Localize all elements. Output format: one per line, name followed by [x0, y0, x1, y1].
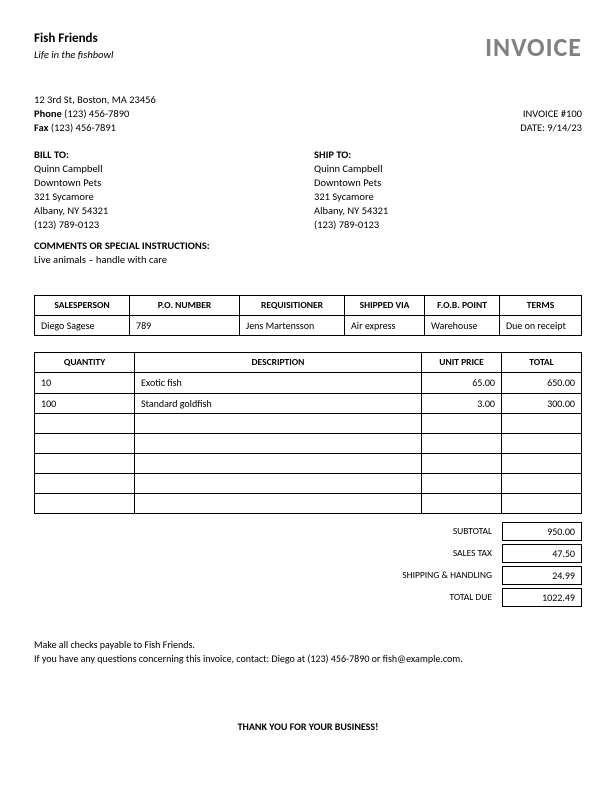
footer-line1: Make all checks payable to Fish Friends. [34, 638, 582, 652]
ship-to-title: SHIP TO: [314, 148, 582, 162]
ship-to-company: Downtown Pets [314, 176, 582, 190]
item-unit: 65.00 [422, 373, 502, 394]
td-shipped: Air express [345, 315, 425, 336]
ship-to-street: 321 Sycamore [314, 190, 582, 204]
td-salesperson: Diego Sagese [35, 315, 130, 336]
comments-block: COMMENTS OR SPECIAL INSTRUCTIONS: Live a… [34, 239, 582, 267]
footer-line2: If you have any questions concerning thi… [34, 652, 582, 666]
item-row: 10 Exotic fish 65.00 650.00 [35, 373, 582, 394]
th-shipped: SHIPPED VIA [345, 295, 425, 315]
ship-to-city: Albany, NY 54321 [314, 204, 582, 218]
tax-label: SALES TAX [372, 547, 502, 560]
ship-to-block: SHIP TO: Quinn Campbell Downtown Pets 32… [314, 148, 582, 233]
th-qty: QUANTITY [35, 353, 135, 373]
tax-value: 47.50 [502, 544, 582, 564]
company-tagline: Life in the fishbowl [34, 48, 113, 62]
bill-to-street: 321 Sycamore [34, 190, 314, 204]
item-total: 650.00 [502, 373, 582, 394]
item-qty: 100 [35, 393, 135, 414]
th-unit: UNIT PRICE [422, 353, 502, 373]
item-desc: Exotic fish [135, 373, 422, 394]
ship-to-name: Quinn Campbell [314, 162, 582, 176]
invoice-title: INVOICE [485, 30, 582, 65]
td-req: Jens Martensson [240, 315, 345, 336]
empty-row [35, 434, 582, 454]
empty-row [35, 414, 582, 434]
th-salesperson: SALESPERSON [35, 295, 130, 315]
td-po: 789 [130, 315, 240, 336]
subtotal-value: 950.00 [502, 522, 582, 542]
th-req: REQUISITIONER [240, 295, 345, 315]
invoice-meta: INVOICE #100 DATE: 9/14/23 [520, 107, 582, 135]
td-fob: Warehouse [425, 315, 500, 336]
invoice-date: DATE: 9/14/23 [520, 121, 582, 135]
items-table: QUANTITY DESCRIPTION UNIT PRICE TOTAL 10… [34, 352, 582, 514]
company-name: Fish Friends [34, 30, 113, 48]
th-desc: DESCRIPTION [135, 353, 422, 373]
from-address: 12 3rd St, Boston, MA 23456 Phone (123) … [34, 93, 156, 136]
th-po: P.O. NUMBER [130, 295, 240, 315]
empty-row [35, 474, 582, 494]
order-info-table: SALESPERSON P.O. NUMBER REQUISITIONER SH… [34, 295, 582, 336]
bill-to-title: BILL TO: [34, 148, 314, 162]
bill-to-block: BILL TO: Quinn Campbell Downtown Pets 32… [34, 148, 314, 233]
shipping-value: 24.99 [502, 566, 582, 586]
item-row: 100 Standard goldfish 3.00 300.00 [35, 393, 582, 414]
bill-to-city: Albany, NY 54321 [34, 204, 314, 218]
from-phone-line: Phone (123) 456-7890 [34, 107, 156, 121]
from-street: 12 3rd St, Boston, MA 23456 [34, 93, 156, 107]
bill-to-phone: (123) 789-0123 [34, 218, 314, 232]
item-desc: Standard goldfish [135, 393, 422, 414]
totaldue-label: TOTAL DUE [372, 591, 502, 604]
from-fax-line: Fax (123) 456-7891 [34, 121, 156, 135]
shipping-label: SHIPPING & HANDLING [372, 569, 502, 582]
td-terms: Due on receipt [500, 315, 582, 336]
footer-text: Make all checks payable to Fish Friends.… [34, 638, 582, 665]
comments-text: Live animals – handle with care [34, 253, 582, 267]
comments-title: COMMENTS OR SPECIAL INSTRUCTIONS: [34, 239, 582, 253]
empty-row [35, 494, 582, 514]
item-qty: 10 [35, 373, 135, 394]
order-info-row: Diego Sagese 789 Jens Martensson Air exp… [35, 315, 582, 336]
thank-you: THANK YOU FOR YOUR BUSINESS! [34, 720, 582, 734]
totals-block: SUBTOTAL 950.00 SALES TAX 47.50 SHIPPING… [34, 520, 582, 608]
item-total: 300.00 [502, 393, 582, 414]
bill-to-name: Quinn Campbell [34, 162, 314, 176]
invoice-number: INVOICE #100 [520, 107, 582, 121]
subtotal-label: SUBTOTAL [372, 525, 502, 538]
th-fob: F.O.B. POINT [425, 295, 500, 315]
th-terms: TERMS [500, 295, 582, 315]
th-total: TOTAL [502, 353, 582, 373]
ship-to-phone: (123) 789-0123 [314, 218, 582, 232]
empty-row [35, 454, 582, 474]
totaldue-value: 1022.49 [502, 588, 582, 608]
bill-to-company: Downtown Pets [34, 176, 314, 190]
item-unit: 3.00 [422, 393, 502, 414]
